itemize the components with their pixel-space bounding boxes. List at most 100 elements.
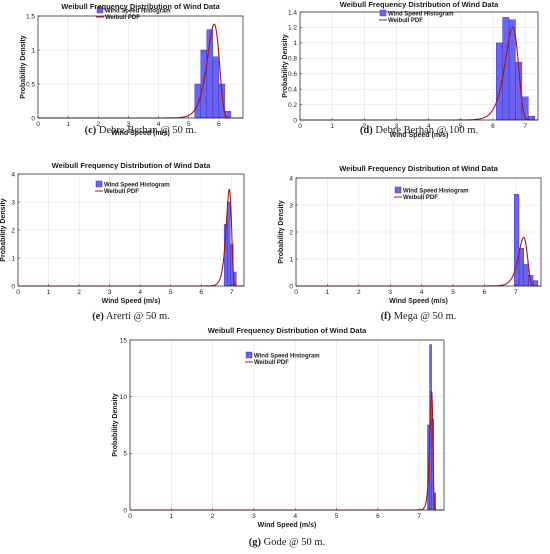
x-tick-label: 4: [157, 121, 161, 128]
y-axis-label: Probability Density: [282, 34, 289, 98]
x-tick-label: 3: [252, 513, 256, 520]
x-tick-label: 7: [523, 123, 527, 130]
y-tick-label: 2: [11, 227, 15, 234]
legend: [96, 6, 104, 18]
histogram-bar: [523, 264, 529, 287]
x-tick-label: 3: [395, 123, 399, 130]
x-tick-label: 1: [326, 289, 330, 296]
x-tick-label: 6: [376, 513, 380, 520]
x-tick-label: 2: [357, 289, 361, 296]
chart-panel-4: (f) Mega @ 50 m.: [295, 177, 542, 322]
weibull-pdf-line: [18, 188, 244, 287]
figure-caption: (g) Gode @ 50 m.: [249, 537, 325, 548]
y-axis-label: Probability Density: [0, 198, 7, 262]
legend-swatch-histogram: [394, 186, 402, 194]
histogram-bar: [528, 115, 535, 121]
histogram-bar: [194, 83, 201, 119]
x-tick-label: 0: [16, 289, 20, 296]
x-axis-label: Wind Speed (m/s): [390, 132, 449, 139]
chart-panel-1: (c) Debre Berhan @ 50 m.: [37, 6, 244, 136]
x-tick-label: 4: [293, 513, 297, 520]
legend-label-pdf: Weibull PDF: [388, 18, 423, 24]
x-tick-label: 3: [388, 289, 392, 296]
x-tick-label: 7: [417, 513, 421, 520]
x-axis-label: Wind Speed (m/s): [258, 522, 317, 529]
legend-swatch-histogram: [95, 180, 103, 188]
x-tick-label: 1: [66, 121, 70, 128]
histogram-bar: [227, 201, 231, 287]
plot-frame: [299, 11, 539, 121]
legend: [394, 186, 402, 198]
x-tick-label: 4: [138, 289, 142, 296]
x-tick-label: 6: [483, 289, 487, 296]
y-tick-label: 4: [289, 175, 293, 182]
y-tick-label: 3: [11, 199, 15, 206]
y-tick-label: 0.2: [288, 102, 297, 109]
caption-text: Arerti @ 50 m.: [106, 311, 170, 322]
y-tick-label: 1: [31, 47, 35, 54]
x-tick-label: 4: [420, 289, 424, 296]
legend-swatch-histogram: [379, 9, 387, 17]
caption-label: (e): [92, 311, 104, 322]
x-tick-label: 3: [108, 289, 112, 296]
figure-caption: (f) Mega @ 50 m.: [381, 311, 457, 322]
figure-caption: (e) Arerti @ 50 m.: [92, 311, 170, 322]
histogram-bar: [532, 280, 539, 287]
y-tick-label: 1: [289, 256, 293, 263]
chart-panel-3: (e) Arerti @ 50 m.: [17, 173, 245, 322]
histogram-bar: [502, 17, 510, 121]
y-tick-label: 0: [31, 115, 35, 122]
x-tick-label: 4: [427, 123, 431, 130]
figure-caption: (c) Debre Berhan @ 50 m.: [85, 125, 197, 136]
y-tick-label: 0.6: [288, 71, 297, 78]
y-axis-label: Probability Density: [112, 393, 119, 457]
y-axis-label: Probability Density: [20, 35, 27, 99]
chart-panel-5: (g) Gode @ 50 m.: [129, 339, 445, 548]
y-tick-label: 15: [120, 337, 128, 344]
plot-frame: [37, 15, 244, 119]
y-tick-label: 1: [293, 40, 297, 47]
chart-title: Weibull Frequency Distribution of Wind D…: [52, 161, 211, 170]
caption-label: (g): [249, 537, 262, 548]
x-tick-label: 5: [451, 289, 455, 296]
y-tick-label: 0: [11, 283, 15, 290]
chart-title: Weibull Frequency Distribution of Wind D…: [339, 164, 498, 173]
caption-text: Mega @ 50 m.: [394, 311, 457, 322]
figure-caption: (d) Debre Berhan @ 100 m.: [360, 125, 478, 136]
y-tick-label: 0: [123, 507, 127, 514]
legend-label-histogram: Wind Speed Histogram: [388, 12, 454, 18]
chart-title: Weibull Frequency Distribution of Wind D…: [61, 2, 220, 11]
weibull-pdf-line: [296, 236, 541, 287]
legend-label-histogram: Wind Speed Histogram: [104, 183, 170, 189]
legend-label-pdf: Weibull PDF: [403, 195, 438, 201]
chart-title: Weibull Frequency Distribution of Wind D…: [208, 326, 367, 335]
x-tick-label: 0: [294, 289, 298, 296]
y-tick-label: 1: [11, 255, 15, 262]
x-tick-label: 0: [128, 513, 132, 520]
y-tick-label: 1.5: [26, 13, 35, 20]
histogram-bar: [518, 247, 524, 287]
x-axis-label: Wind Speed (m/s): [389, 298, 448, 305]
y-tick-label: 0.8: [288, 56, 297, 63]
caption-text: Debre Berhan @ 100 m.: [375, 125, 478, 136]
x-axis-label: Wind Speed (m/s): [102, 298, 161, 305]
x-tick-label: 5: [187, 121, 191, 128]
y-tick-label: 5: [123, 451, 127, 458]
x-tick-label: 1: [330, 123, 334, 130]
y-tick-label: 2: [289, 229, 293, 236]
x-axis-label: Wind Speed (m/s): [111, 130, 170, 137]
x-tick-label: 6: [491, 123, 495, 130]
x-tick-label: 3: [127, 121, 131, 128]
histogram-bar: [212, 56, 220, 119]
y-tick-label: 0: [293, 117, 297, 124]
x-tick-label: 7: [230, 289, 234, 296]
legend-swatch-histogram: [245, 351, 253, 359]
legend-label-histogram: Wind Speed Histogram: [105, 9, 171, 15]
caption-text: Debre Berhan @ 50 m.: [99, 125, 196, 136]
caption-text: Gode @ 50 m.: [264, 537, 326, 548]
y-tick-label: 0.4: [288, 86, 297, 93]
caption-label: (d): [360, 125, 373, 136]
x-tick-label: 5: [169, 289, 173, 296]
legend: [245, 351, 253, 363]
